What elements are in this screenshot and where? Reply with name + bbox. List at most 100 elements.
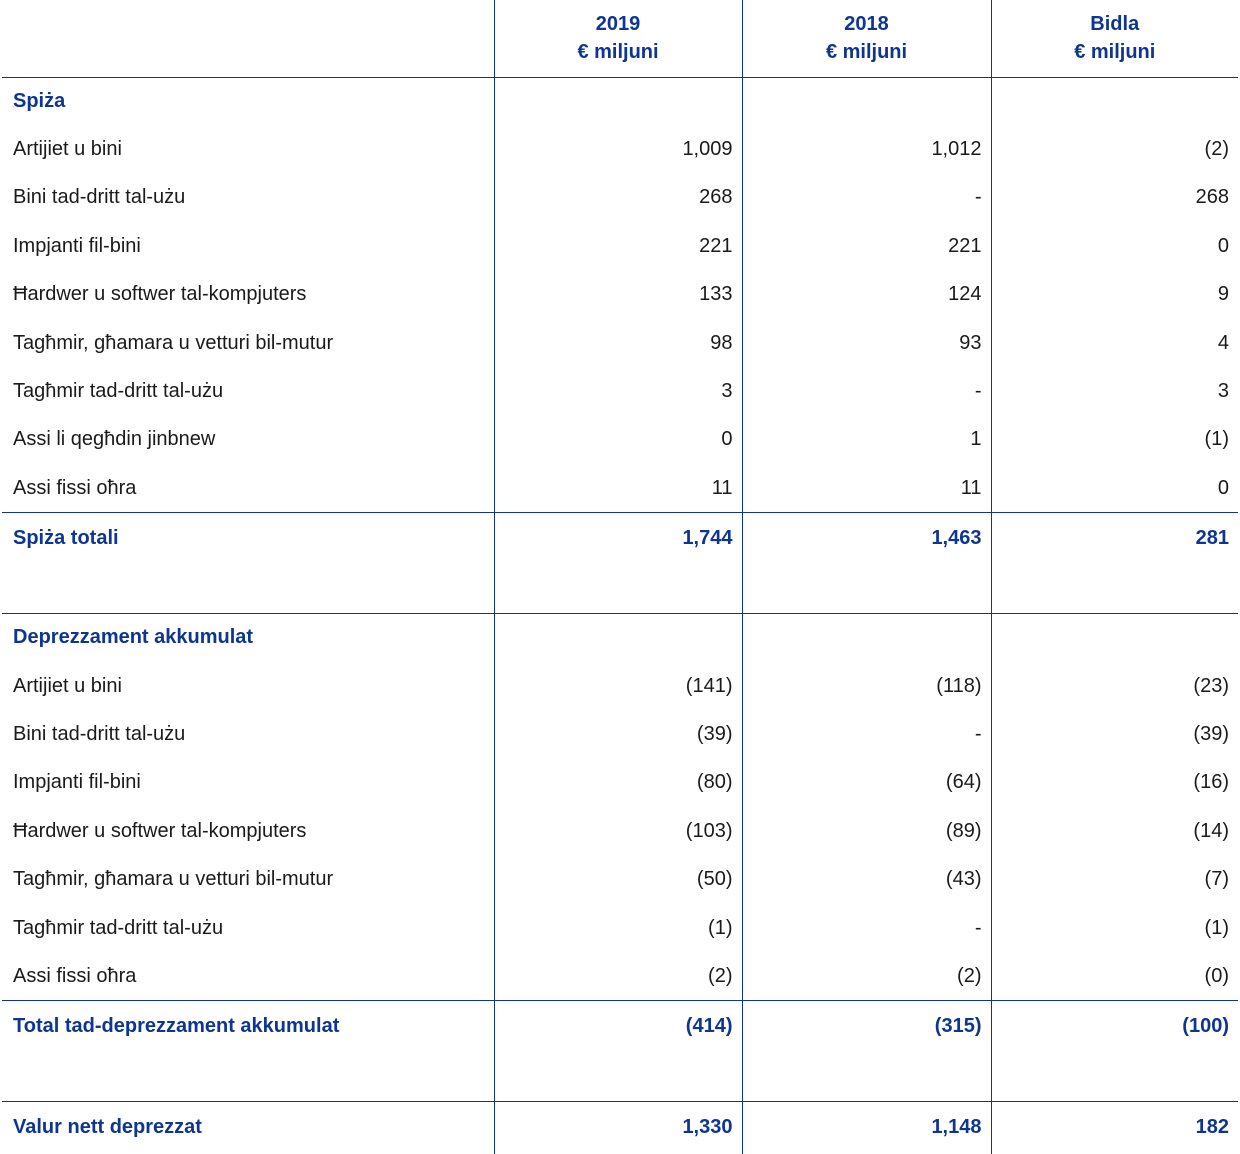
- cell-2019: (1): [493, 903, 742, 953]
- cell-2018: 221: [741, 222, 991, 271]
- row-label: Assi fissi oħra: [13, 964, 137, 987]
- cell-2019: 133: [493, 270, 742, 319]
- table-row: Tagħmir, għamara u vetturi bil-mutur (50…: [2, 855, 1238, 904]
- cell-2018: -: [741, 903, 991, 953]
- cell-2018: 11: [741, 464, 991, 513]
- cell-2019: (103): [493, 807, 742, 856]
- cell-change: (2): [990, 125, 1238, 174]
- section-title-cost: Spiża: [2, 76, 494, 126]
- total-change: 281: [990, 512, 1238, 565]
- cell-2019: 11: [493, 464, 742, 513]
- cell-2018: (64): [741, 758, 991, 808]
- cell-2018: -: [741, 367, 991, 416]
- cell-change: 268: [990, 173, 1238, 223]
- table-row: Impjanti fil-bini (80) (64) (16): [2, 758, 1238, 808]
- header-blank-cell: [2, 0, 494, 77]
- total-row-depreciation: Total tad-deprezzament akkumulat (414) (…: [2, 1000, 1238, 1053]
- cell-2019: (141): [493, 661, 742, 711]
- total-2018: 1,463: [741, 512, 991, 565]
- cell-2018: 1,012: [741, 125, 991, 174]
- row-label: Tagħmir, għamara u vetturi bil-mutur: [13, 868, 334, 891]
- table-row: Tagħmir, għamara u vetturi bil-mutur 98 …: [2, 318, 1238, 368]
- row-label: Artijiet u bini: [13, 138, 122, 161]
- total-2019: (414): [493, 1000, 742, 1053]
- header-2018-unit: € miljuni: [825, 41, 908, 64]
- header-2019: 2019 € miljuni: [493, 0, 742, 77]
- header-2019-unit: € miljuni: [577, 41, 659, 64]
- cell-change: (16): [990, 758, 1238, 808]
- net-change: 182: [990, 1101, 1238, 1154]
- row-label: Bini tad-dritt tal-użu: [13, 722, 186, 745]
- total-2018: (315): [741, 1000, 991, 1053]
- header-2019-year: 2019: [595, 13, 641, 36]
- header-change: Bidla € miljuni: [990, 0, 1238, 77]
- total-label: Total tad-deprezzament akkumulat: [2, 1000, 494, 1053]
- cell-change: 0: [990, 222, 1238, 271]
- cell-change: 3: [990, 367, 1238, 416]
- header-change-label: Bidla: [1090, 13, 1140, 36]
- cell-2019: (39): [493, 710, 742, 759]
- table-row: Assi fissi oħra 11 11 0: [2, 464, 1238, 513]
- cell-change: 0: [990, 464, 1238, 513]
- row-label: Tagħmir, għamara u vetturi bil-mutur: [13, 331, 334, 354]
- row-label: Bini tad-dritt tal-użu: [13, 186, 186, 209]
- cell-change: 9: [990, 270, 1238, 319]
- row-label: Impjanti fil-bini: [13, 234, 141, 257]
- cell-2018: 1: [741, 415, 991, 465]
- cell-2018: (43): [741, 855, 991, 904]
- table-row: Artijiet u bini (141) (118) (23): [2, 661, 1238, 711]
- cell-change: (23): [990, 661, 1238, 711]
- spacer-row: [2, 564, 1238, 614]
- total-row-cost: Spiża totali 1,744 1,463 281: [2, 512, 1238, 565]
- cell-change: (7): [990, 855, 1238, 904]
- cell-2018: -: [741, 710, 991, 759]
- row-label: Assi li qegħdin jinbnew: [13, 428, 216, 451]
- cell-2018: -: [741, 173, 991, 223]
- net-2019: 1,330: [493, 1101, 742, 1154]
- header-change-unit: € miljuni: [1074, 41, 1156, 64]
- table-row: Tagħmir tad-dritt tal-użu 3 - 3: [2, 367, 1238, 416]
- section-title-row: Deprezzament akkumulat: [2, 613, 1238, 662]
- header-2018: 2018 € miljuni: [741, 0, 991, 77]
- cell-2019: (80): [493, 758, 742, 808]
- cell-change: (0): [990, 952, 1238, 1001]
- row-label: Ħardwer u softwer tal-kompjuters: [13, 283, 307, 306]
- cell-2018: 124: [741, 270, 991, 319]
- row-label: Tagħmir tad-dritt tal-użu: [13, 916, 224, 939]
- cell-change: (1): [990, 903, 1238, 953]
- cell-2019: 221: [493, 222, 742, 271]
- row-label: Ħardwer u softwer tal-kompjuters: [13, 819, 307, 842]
- section-title-row: Spiża: [2, 76, 1238, 126]
- table-row: Bini tad-dritt tal-użu 268 - 268: [2, 173, 1238, 223]
- section-title-depreciation: Deprezzament akkumulat: [2, 613, 494, 662]
- header-2018-year: 2018: [844, 13, 889, 36]
- row-label: Artijiet u bini: [13, 674, 122, 697]
- header-row: 2019 € miljuni 2018 € miljuni Bidla € mi…: [2, 0, 1238, 77]
- table-row: Ħardwer u softwer tal-kompjuters 133 124…: [2, 270, 1238, 319]
- table-row: Ħardwer u softwer tal-kompjuters (103) (…: [2, 807, 1238, 856]
- table-row: Bini tad-dritt tal-użu (39) - (39): [2, 710, 1238, 759]
- spacer-row: [2, 1052, 1238, 1102]
- cell-2019: (50): [493, 855, 742, 904]
- total-label: Spiża totali: [2, 512, 494, 565]
- cell-change: 4: [990, 318, 1238, 368]
- table-row: Impjanti fil-bini 221 221 0: [2, 222, 1238, 271]
- net-value-row: Valur nett deprezzat 1,330 1,148 182: [2, 1101, 1238, 1154]
- net-label: Valur nett deprezzat: [2, 1101, 494, 1154]
- net-2018: 1,148: [741, 1101, 991, 1154]
- cell-2019: 268: [493, 173, 742, 223]
- row-label: Impjanti fil-bini: [13, 771, 141, 794]
- cell-2019: 1,009: [493, 125, 742, 174]
- cell-2018: (89): [741, 807, 991, 856]
- table-row: Assi fissi oħra (2) (2) (0): [2, 952, 1238, 1001]
- total-change: (100): [990, 1000, 1238, 1053]
- row-label: Assi fissi oħra: [13, 476, 137, 499]
- table-row: Artijiet u bini 1,009 1,012 (2): [2, 125, 1238, 174]
- cell-2019: 0: [493, 415, 742, 465]
- table-row: Assi li qegħdin jinbnew 0 1 (1): [2, 415, 1238, 465]
- cell-2019: 3: [493, 367, 742, 416]
- cell-2018: (118): [741, 661, 991, 711]
- cell-change: (14): [990, 807, 1238, 856]
